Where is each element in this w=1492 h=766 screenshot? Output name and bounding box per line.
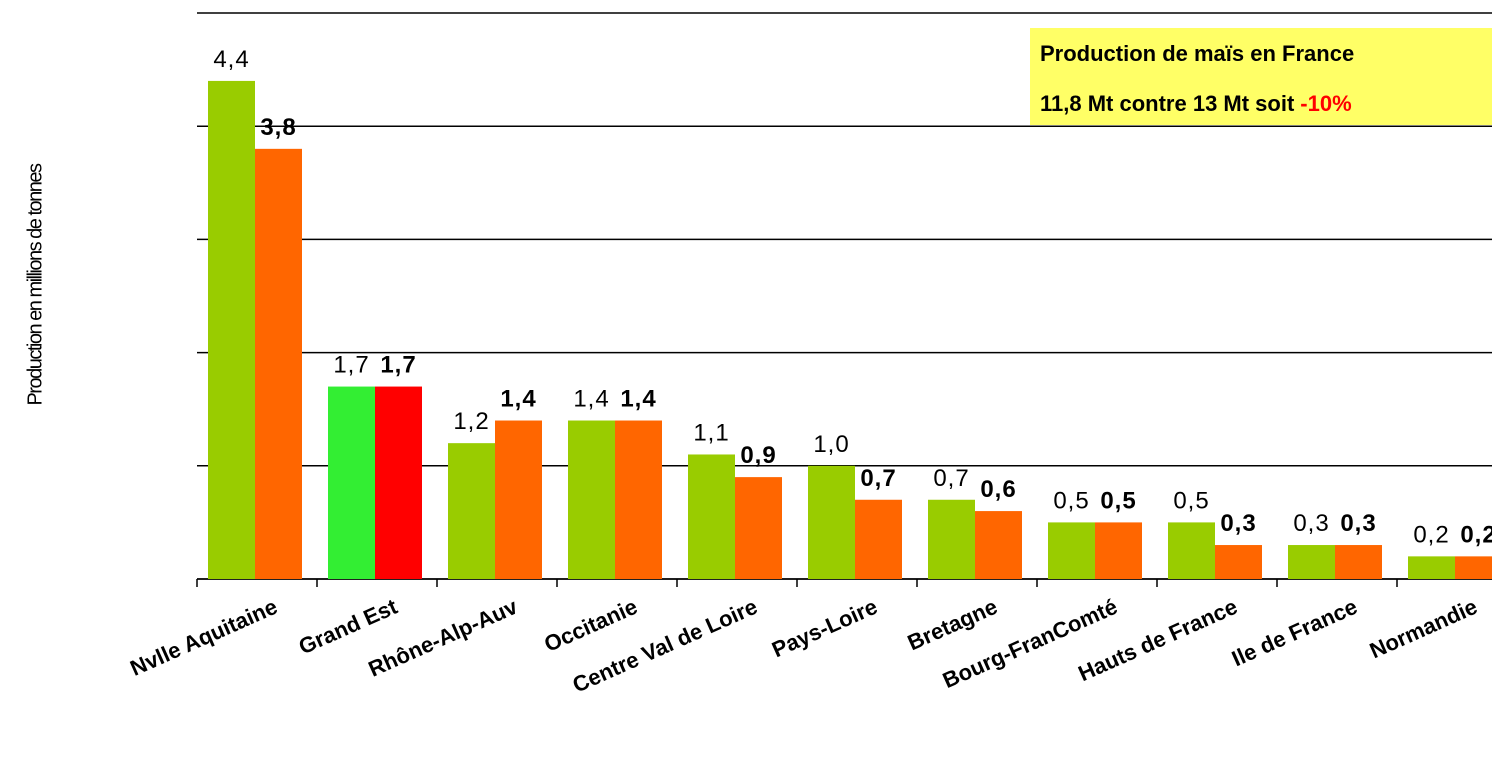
bar <box>855 499 902 579</box>
value-label: 1,7 <box>380 352 416 379</box>
value-label: 4,4 <box>213 46 249 73</box>
value-label: 0,3 <box>1293 510 1329 537</box>
bar <box>1408 556 1455 579</box>
value-label: 0,3 <box>1220 510 1256 537</box>
bar <box>1288 545 1335 579</box>
value-label: 0,7 <box>860 465 896 492</box>
y-axis-label: Production en millions de tonnes <box>24 163 46 406</box>
bar <box>735 477 782 579</box>
bar <box>808 465 855 579</box>
value-label: 1,1 <box>693 419 729 446</box>
value-label: 1,2 <box>453 408 489 435</box>
value-label: 1,4 <box>620 386 656 413</box>
bar <box>495 420 542 579</box>
x-tick-label: Pays-Loire <box>768 594 881 663</box>
bar <box>975 511 1022 579</box>
chart-title: Production de maïs en France <box>1040 41 1354 66</box>
bar <box>208 80 255 580</box>
value-label: 3,8 <box>260 114 296 141</box>
bar <box>328 386 375 579</box>
value-label: 1,4 <box>573 386 609 413</box>
chart-subtitle: 11,8 Mt contre 13 Mt soit -10% <box>1040 91 1352 116</box>
subtitle-text: 11,8 Mt contre 13 Mt soit <box>1040 91 1295 116</box>
value-label: 0,9 <box>740 442 776 469</box>
value-label: 1,0 <box>813 431 849 458</box>
x-tick-label: Ile de France <box>1228 594 1361 672</box>
bar <box>1335 545 1382 579</box>
bar <box>1215 545 1262 579</box>
bar <box>1048 522 1095 579</box>
value-label: 0,2 <box>1413 521 1449 548</box>
x-tick-label: Nvlle Aquitaine <box>126 594 281 681</box>
value-label: 1,7 <box>333 352 369 379</box>
subtitle-highlight: -10% <box>1300 91 1351 116</box>
value-label: 0,5 <box>1053 487 1089 514</box>
bar <box>1455 556 1492 579</box>
bar <box>255 148 302 579</box>
bar <box>1168 522 1215 579</box>
x-tick-label: Bretagne <box>904 594 1001 656</box>
bar <box>448 443 495 579</box>
bar <box>688 454 735 579</box>
title-box <box>1030 28 1492 125</box>
value-label: 1,4 <box>500 386 536 413</box>
bar <box>1095 522 1142 579</box>
bar <box>375 386 422 579</box>
x-tick-label: Occitanie <box>540 594 641 657</box>
bar <box>928 499 975 579</box>
value-label: 0,3 <box>1340 510 1376 537</box>
value-label: 0,7 <box>933 465 969 492</box>
value-label: 0,5 <box>1173 487 1209 514</box>
bar <box>615 420 662 579</box>
value-label: 0,2 <box>1460 521 1492 548</box>
x-tick-label: Normandie <box>1366 594 1481 664</box>
value-label: 0,5 <box>1100 487 1136 514</box>
value-label: 0,6 <box>980 476 1016 503</box>
bar <box>568 420 615 579</box>
